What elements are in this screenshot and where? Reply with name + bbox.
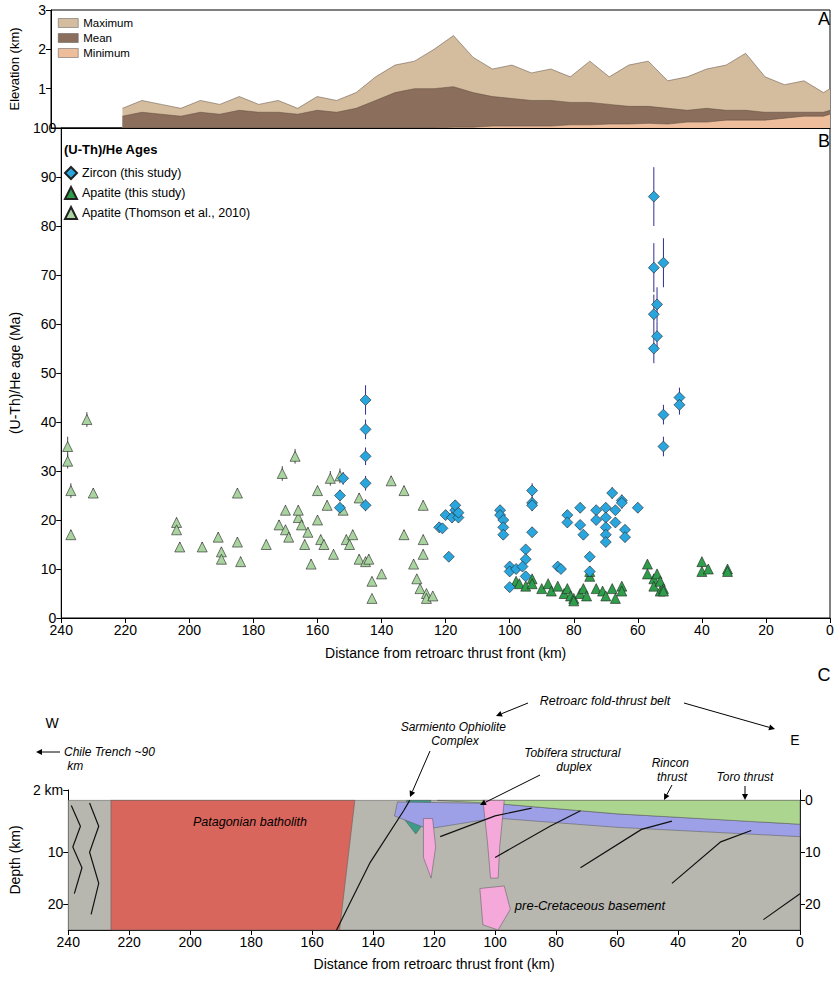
svg-text:1: 1 — [38, 81, 46, 97]
svg-text:Rincon: Rincon — [652, 756, 693, 770]
svg-text:Depth (km): Depth (km) — [7, 825, 23, 894]
svg-text:100: 100 — [483, 934, 507, 950]
svg-text:140: 140 — [361, 934, 385, 950]
svg-text:0: 0 — [796, 934, 804, 950]
svg-text:100: 100 — [498, 622, 522, 638]
svg-text:Sarmiento Ophiolite: Sarmiento Ophiolite — [401, 720, 510, 734]
svg-text:220: 220 — [114, 622, 138, 638]
svg-text:3: 3 — [38, 2, 46, 18]
svg-text:240: 240 — [50, 622, 74, 638]
svg-text:40: 40 — [694, 622, 710, 638]
svg-text:2: 2 — [38, 41, 46, 57]
svg-text:Retroarc fold-thrust belt: Retroarc fold-thrust belt — [540, 694, 671, 708]
svg-text:A: A — [818, 9, 830, 29]
svg-text:10: 10 — [41, 561, 57, 577]
svg-text:20: 20 — [731, 934, 747, 950]
svg-text:80: 80 — [548, 934, 564, 950]
svg-text:Chile Trench ~90: Chile Trench ~90 — [64, 745, 155, 759]
svg-text:20: 20 — [758, 622, 774, 638]
svg-text:Patagonian batholith: Patagonian batholith — [193, 815, 307, 829]
svg-text:Apatite (Thomson et al., 2010): Apatite (Thomson et al., 2010) — [82, 206, 250, 220]
svg-text:160: 160 — [306, 622, 330, 638]
svg-text:120: 120 — [434, 622, 458, 638]
svg-text:(U-Th)/He age (Ma): (U-Th)/He age (Ma) — [7, 312, 23, 434]
svg-text:E: E — [790, 732, 799, 748]
svg-text:Distance from retroarc thrust: Distance from retroarc thrust front (km) — [325, 645, 566, 661]
svg-text:120: 120 — [422, 934, 446, 950]
svg-text:50: 50 — [41, 365, 57, 381]
svg-text:60: 60 — [630, 622, 646, 638]
svg-text:0: 0 — [826, 622, 834, 638]
svg-text:0: 0 — [805, 792, 813, 808]
svg-text:40: 40 — [41, 414, 57, 430]
svg-text:70: 70 — [41, 267, 57, 283]
svg-text:C: C — [818, 665, 831, 685]
svg-text:duplex: duplex — [556, 760, 592, 774]
svg-text:Maximum: Maximum — [83, 17, 133, 29]
svg-text:220: 220 — [118, 934, 142, 950]
svg-text:thrust: thrust — [657, 770, 688, 784]
svg-text:200: 200 — [179, 934, 203, 950]
svg-text:10: 10 — [805, 844, 821, 860]
svg-text:140: 140 — [370, 622, 394, 638]
svg-text:Minimum: Minimum — [83, 47, 130, 59]
svg-text:30: 30 — [41, 463, 57, 479]
svg-text:60: 60 — [609, 934, 625, 950]
svg-text:Distance from retroarc thrust: Distance from retroarc thrust front (km) — [314, 956, 555, 972]
svg-text:(U-Th)/He Ages: (U-Th)/He Ages — [64, 142, 157, 157]
svg-text:Apatite (this study): Apatite (this study) — [82, 186, 186, 200]
svg-text:160: 160 — [300, 934, 324, 950]
svg-text:180: 180 — [239, 934, 263, 950]
svg-text:Tobífera structural: Tobífera structural — [524, 746, 624, 760]
svg-text:2 km: 2 km — [33, 782, 63, 798]
svg-text:Mean: Mean — [83, 32, 112, 44]
svg-text:20: 20 — [41, 512, 57, 528]
svg-text:90: 90 — [41, 169, 57, 185]
svg-text:240: 240 — [57, 934, 81, 950]
svg-text:0: 0 — [48, 610, 57, 626]
svg-text:80: 80 — [41, 218, 57, 234]
svg-text:20: 20 — [48, 896, 64, 912]
svg-text:pre-Cretaceous basement: pre-Cretaceous basement — [514, 898, 667, 913]
svg-text:20: 20 — [805, 896, 821, 912]
svg-text:10: 10 — [48, 844, 64, 860]
svg-text:40: 40 — [670, 934, 686, 950]
svg-text:100: 100 — [33, 120, 57, 136]
svg-text:km: km — [64, 759, 83, 773]
svg-text:B: B — [818, 131, 830, 151]
svg-text:W: W — [45, 715, 59, 731]
svg-text:Complex: Complex — [431, 734, 479, 748]
svg-text:Toro thrust: Toro thrust — [717, 770, 775, 784]
svg-text:60: 60 — [41, 316, 57, 332]
svg-text:Elevation (km): Elevation (km) — [7, 27, 22, 110]
svg-text:180: 180 — [242, 622, 266, 638]
svg-text:200: 200 — [178, 622, 202, 638]
svg-text:Zircon (this study): Zircon (this study) — [82, 166, 181, 180]
svg-text:80: 80 — [566, 622, 582, 638]
